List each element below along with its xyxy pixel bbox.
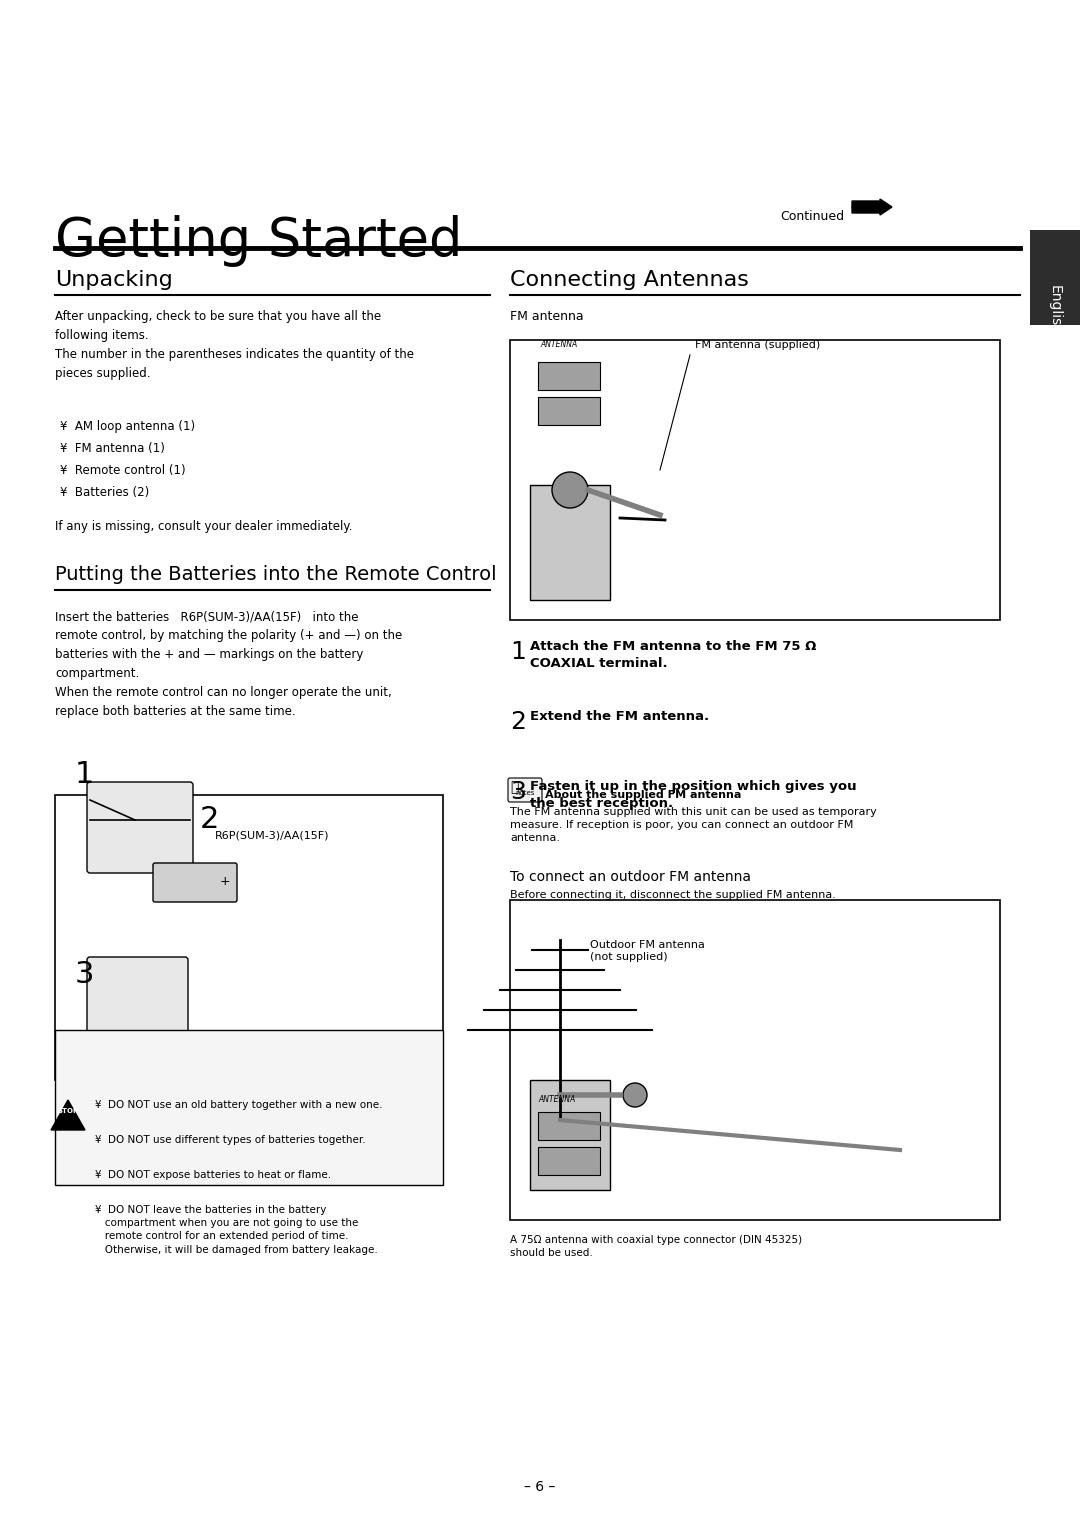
Text: About the supplied FM antenna: About the supplied FM antenna bbox=[545, 790, 741, 800]
Bar bbox=[510, 339, 1000, 619]
Text: 1: 1 bbox=[75, 760, 94, 789]
Text: After unpacking, check to be sure that you have all the
following items.
The num: After unpacking, check to be sure that y… bbox=[55, 310, 414, 381]
Text: Unpacking: Unpacking bbox=[55, 271, 173, 291]
Text: 📝: 📝 bbox=[510, 780, 518, 794]
Bar bbox=[510, 901, 1000, 1220]
Text: ¥  AM loop antenna (1): ¥ AM loop antenna (1) bbox=[60, 420, 195, 433]
Text: FM antenna: FM antenna bbox=[510, 310, 583, 323]
FancyArrow shape bbox=[852, 199, 892, 216]
Polygon shape bbox=[660, 974, 800, 1034]
Text: Before connecting it, disconnect the supplied FM antenna.: Before connecting it, disconnect the sup… bbox=[510, 890, 836, 901]
Text: Connecting Antennas: Connecting Antennas bbox=[510, 271, 748, 291]
Text: 2: 2 bbox=[510, 709, 526, 734]
Text: ¥  DO NOT expose batteries to heat or flame.: ¥ DO NOT expose batteries to heat or fla… bbox=[95, 1170, 332, 1180]
Bar bbox=[55, 795, 443, 1079]
Bar bbox=[538, 398, 600, 425]
Bar bbox=[530, 1079, 610, 1190]
Text: Extend the FM antenna.: Extend the FM antenna. bbox=[530, 709, 710, 723]
Text: Fasten it up in the position which gives you
the best reception.: Fasten it up in the position which gives… bbox=[530, 780, 856, 810]
Bar bbox=[538, 362, 600, 390]
FancyBboxPatch shape bbox=[87, 957, 188, 1063]
Text: ¥  DO NOT use an old battery together with a new one.: ¥ DO NOT use an old battery together wit… bbox=[95, 1099, 382, 1110]
Text: FM antenna (supplied): FM antenna (supplied) bbox=[696, 339, 820, 350]
Bar bbox=[538, 1147, 600, 1174]
Text: Continued: Continued bbox=[780, 209, 845, 223]
Bar bbox=[1030, 229, 1080, 326]
Text: +: + bbox=[219, 875, 230, 888]
Text: 1: 1 bbox=[510, 641, 526, 664]
Text: 2: 2 bbox=[200, 804, 219, 833]
Text: English: English bbox=[1048, 284, 1062, 335]
FancyBboxPatch shape bbox=[153, 862, 237, 902]
Text: notes: notes bbox=[515, 790, 535, 797]
Polygon shape bbox=[51, 1099, 85, 1130]
Text: 3: 3 bbox=[75, 960, 95, 989]
FancyBboxPatch shape bbox=[87, 781, 193, 873]
Text: STOP: STOP bbox=[57, 1109, 79, 1115]
Text: Outdoor FM antenna
(not supplied): Outdoor FM antenna (not supplied) bbox=[590, 940, 705, 962]
Text: R6P(SUM-3)/AA(15F): R6P(SUM-3)/AA(15F) bbox=[215, 830, 329, 839]
Text: If any is missing, consult your dealer immediately.: If any is missing, consult your dealer i… bbox=[55, 520, 352, 534]
Text: 3: 3 bbox=[510, 780, 526, 804]
Bar bbox=[55, 1031, 443, 1185]
Text: – 6 –: – 6 – bbox=[524, 1480, 556, 1494]
Text: ¥  DO NOT use different types of batteries together.: ¥ DO NOT use different types of batterie… bbox=[95, 1135, 366, 1145]
Text: ¥  Remote control (1): ¥ Remote control (1) bbox=[60, 463, 186, 477]
Text: A 75Ω antenna with coaxial type connector (DIN 45325)
should be used.: A 75Ω antenna with coaxial type connecto… bbox=[510, 1235, 802, 1258]
Text: To connect an outdoor FM antenna: To connect an outdoor FM antenna bbox=[510, 870, 751, 884]
Circle shape bbox=[552, 472, 588, 508]
Text: ANTENNA: ANTENNA bbox=[540, 339, 577, 349]
FancyBboxPatch shape bbox=[508, 778, 542, 803]
Bar bbox=[530, 485, 610, 599]
Text: Insert the batteries   R6P(SUM-3)/AA(15F)   into the
remote control, by matching: Insert the batteries R6P(SUM-3)/AA(15F) … bbox=[55, 610, 402, 719]
Text: ¥  DO NOT leave the batteries in the battery
   compartment when you are not goi: ¥ DO NOT leave the batteries in the batt… bbox=[95, 1205, 378, 1255]
Circle shape bbox=[623, 1083, 647, 1107]
Text: ANTENNA: ANTENNA bbox=[538, 1095, 576, 1104]
Text: The FM antenna supplied with this unit can be used as temporary
measure. If rece: The FM antenna supplied with this unit c… bbox=[510, 807, 877, 844]
Text: ¥  FM antenna (1): ¥ FM antenna (1) bbox=[60, 442, 165, 456]
Bar bbox=[538, 1112, 600, 1141]
Text: Putting the Batteries into the Remote Control: Putting the Batteries into the Remote Co… bbox=[55, 566, 497, 584]
Text: Getting Started: Getting Started bbox=[55, 216, 462, 268]
Text: Attach the FM antenna to the FM 75 Ω
COAXIAL terminal.: Attach the FM antenna to the FM 75 Ω COA… bbox=[530, 641, 816, 670]
Text: ¥  Batteries (2): ¥ Batteries (2) bbox=[60, 486, 149, 498]
